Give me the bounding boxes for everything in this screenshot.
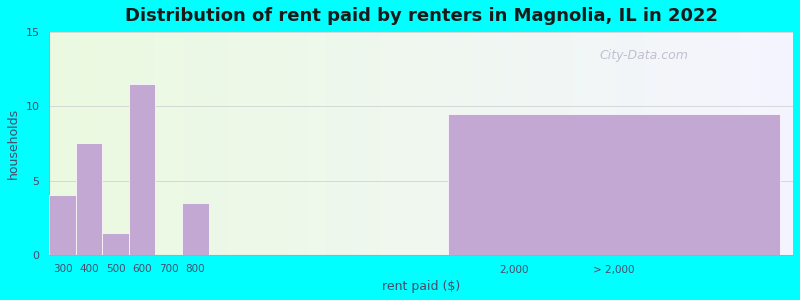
Bar [182, 203, 209, 255]
Bar [50, 195, 76, 255]
Y-axis label: households: households [7, 108, 20, 179]
Bar [448, 114, 780, 255]
X-axis label: rent paid ($): rent paid ($) [382, 280, 460, 293]
Title: Distribution of rent paid by renters in Magnolia, IL in 2022: Distribution of rent paid by renters in … [125, 7, 718, 25]
Bar [129, 84, 155, 255]
Text: City-Data.com: City-Data.com [600, 49, 689, 62]
Bar [76, 143, 102, 255]
Bar [102, 232, 129, 255]
